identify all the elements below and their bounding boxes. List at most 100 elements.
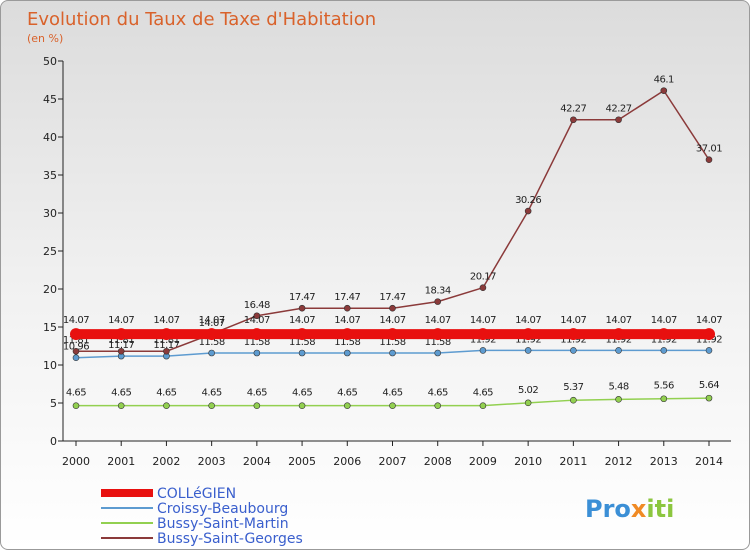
y-tick-label: 25 bbox=[43, 245, 57, 258]
data-label: 42.27 bbox=[606, 104, 632, 115]
data-point bbox=[389, 349, 396, 357]
data-point bbox=[343, 402, 351, 409]
data-label: 11.58 bbox=[244, 337, 270, 348]
x-tick-label: 2003 bbox=[198, 455, 226, 468]
logo-text-x: x bbox=[631, 495, 647, 523]
data-point bbox=[705, 394, 713, 402]
data-point bbox=[343, 349, 351, 357]
data-label: 17.47 bbox=[334, 292, 360, 303]
y-tick-label: 0 bbox=[50, 435, 57, 448]
data-point bbox=[341, 328, 354, 341]
data-point bbox=[253, 402, 261, 409]
data-point bbox=[389, 304, 396, 312]
data-label: 42.27 bbox=[560, 104, 586, 115]
data-label: 37.01 bbox=[696, 144, 722, 155]
data-label: 4.65 bbox=[156, 388, 176, 399]
data-label: 5.37 bbox=[563, 382, 583, 393]
x-tick-label: 2004 bbox=[243, 455, 271, 468]
data-point bbox=[434, 298, 442, 305]
logo-text-1: Pro bbox=[585, 495, 631, 523]
y-tick-label: 50 bbox=[43, 55, 57, 68]
data-point bbox=[296, 328, 309, 341]
data-point bbox=[343, 304, 351, 312]
data-point bbox=[705, 347, 713, 354]
series-0: 14.07 14.07 14.07 14.07 14.07 14.07 14.07 14.07… bbox=[63, 315, 723, 341]
y-tick-label: 30 bbox=[43, 207, 57, 220]
data-label: 11.17 bbox=[153, 340, 179, 351]
data-point bbox=[72, 347, 80, 355]
data-label: 4.65 bbox=[473, 388, 493, 399]
data-label: 18.34 bbox=[425, 286, 451, 297]
x-tick-label: 2005 bbox=[288, 455, 316, 468]
data-label: 14.07 bbox=[515, 315, 541, 326]
data-point bbox=[705, 156, 713, 164]
data-point bbox=[298, 349, 306, 357]
x-tick-label: 2010 bbox=[514, 455, 542, 468]
data-point bbox=[208, 349, 215, 357]
x-tick-label: 2011 bbox=[559, 455, 587, 468]
data-label: 4.65 bbox=[382, 388, 402, 399]
data-point bbox=[117, 347, 125, 355]
data-label: 20.17 bbox=[470, 272, 496, 283]
legend-label: COLLéGIEN bbox=[157, 486, 236, 502]
x-tick-label: 2002 bbox=[152, 455, 180, 468]
data-point bbox=[208, 402, 215, 409]
data-point bbox=[434, 402, 442, 409]
y-tick-label: 5 bbox=[50, 397, 57, 410]
legend-label: Croissy-Beaubourg bbox=[157, 501, 288, 517]
data-label: 4.65 bbox=[428, 388, 448, 399]
data-label: 14.07 bbox=[199, 315, 225, 326]
data-label: 14.07 bbox=[289, 315, 315, 326]
data-point bbox=[479, 347, 487, 354]
data-point bbox=[615, 116, 622, 124]
data-label: 11.58 bbox=[425, 337, 451, 348]
data-point bbox=[479, 284, 487, 292]
data-label: 14.07 bbox=[651, 315, 677, 326]
data-point bbox=[386, 328, 399, 341]
data-point bbox=[570, 347, 577, 354]
y-ticks: 0 5 10 15 20 25 30 35 40 45 50 bbox=[43, 55, 63, 448]
data-point bbox=[476, 328, 489, 341]
data-label: 46.1 bbox=[654, 75, 674, 86]
series-line bbox=[76, 89, 710, 352]
data-point bbox=[612, 328, 625, 341]
data-label: 4.65 bbox=[111, 388, 131, 399]
data-label: 11.58 bbox=[199, 337, 225, 348]
data-point bbox=[615, 347, 622, 354]
data-label: 14.07 bbox=[199, 318, 225, 329]
data-point bbox=[72, 354, 80, 362]
data-label: 14.07 bbox=[63, 315, 89, 326]
x-ticks: 2000 2001 2002 2003 2004 2005 2006 2007 2008 2009… bbox=[62, 441, 723, 468]
y-tick-label: 10 bbox=[43, 359, 57, 372]
x-tick-label: 2014 bbox=[695, 455, 723, 468]
data-point bbox=[72, 402, 80, 409]
data-label: 5.48 bbox=[608, 381, 628, 392]
data-label: 4.65 bbox=[247, 388, 267, 399]
data-label: 11.58 bbox=[289, 337, 315, 348]
data-point bbox=[163, 347, 170, 355]
data-point bbox=[434, 349, 442, 357]
x-tick-label: 2007 bbox=[379, 455, 407, 468]
data-point bbox=[253, 349, 261, 357]
data-label: 11.81 bbox=[63, 335, 89, 346]
proxiti-logo: Proxiti bbox=[585, 495, 674, 523]
chart-title: Evolution du Taux de Taxe d'Habitation bbox=[27, 9, 376, 30]
data-point bbox=[479, 402, 487, 409]
data-point bbox=[70, 328, 82, 341]
data-point bbox=[703, 328, 715, 341]
data-label: 14.07 bbox=[108, 315, 134, 326]
data-point bbox=[160, 328, 173, 341]
data-label: 14.07 bbox=[696, 315, 722, 326]
y-tick-label: 35 bbox=[43, 169, 57, 182]
data-label: 30.26 bbox=[515, 195, 541, 206]
data-label: 4.65 bbox=[337, 388, 357, 399]
data-point bbox=[615, 396, 622, 403]
data-label: 14.07 bbox=[425, 315, 451, 326]
data-point bbox=[253, 312, 261, 320]
data-point bbox=[522, 328, 535, 341]
legend-label: Bussy-Saint-Georges bbox=[157, 531, 303, 547]
data-label: 14.07 bbox=[606, 315, 632, 326]
x-tick-label: 2000 bbox=[62, 455, 90, 468]
